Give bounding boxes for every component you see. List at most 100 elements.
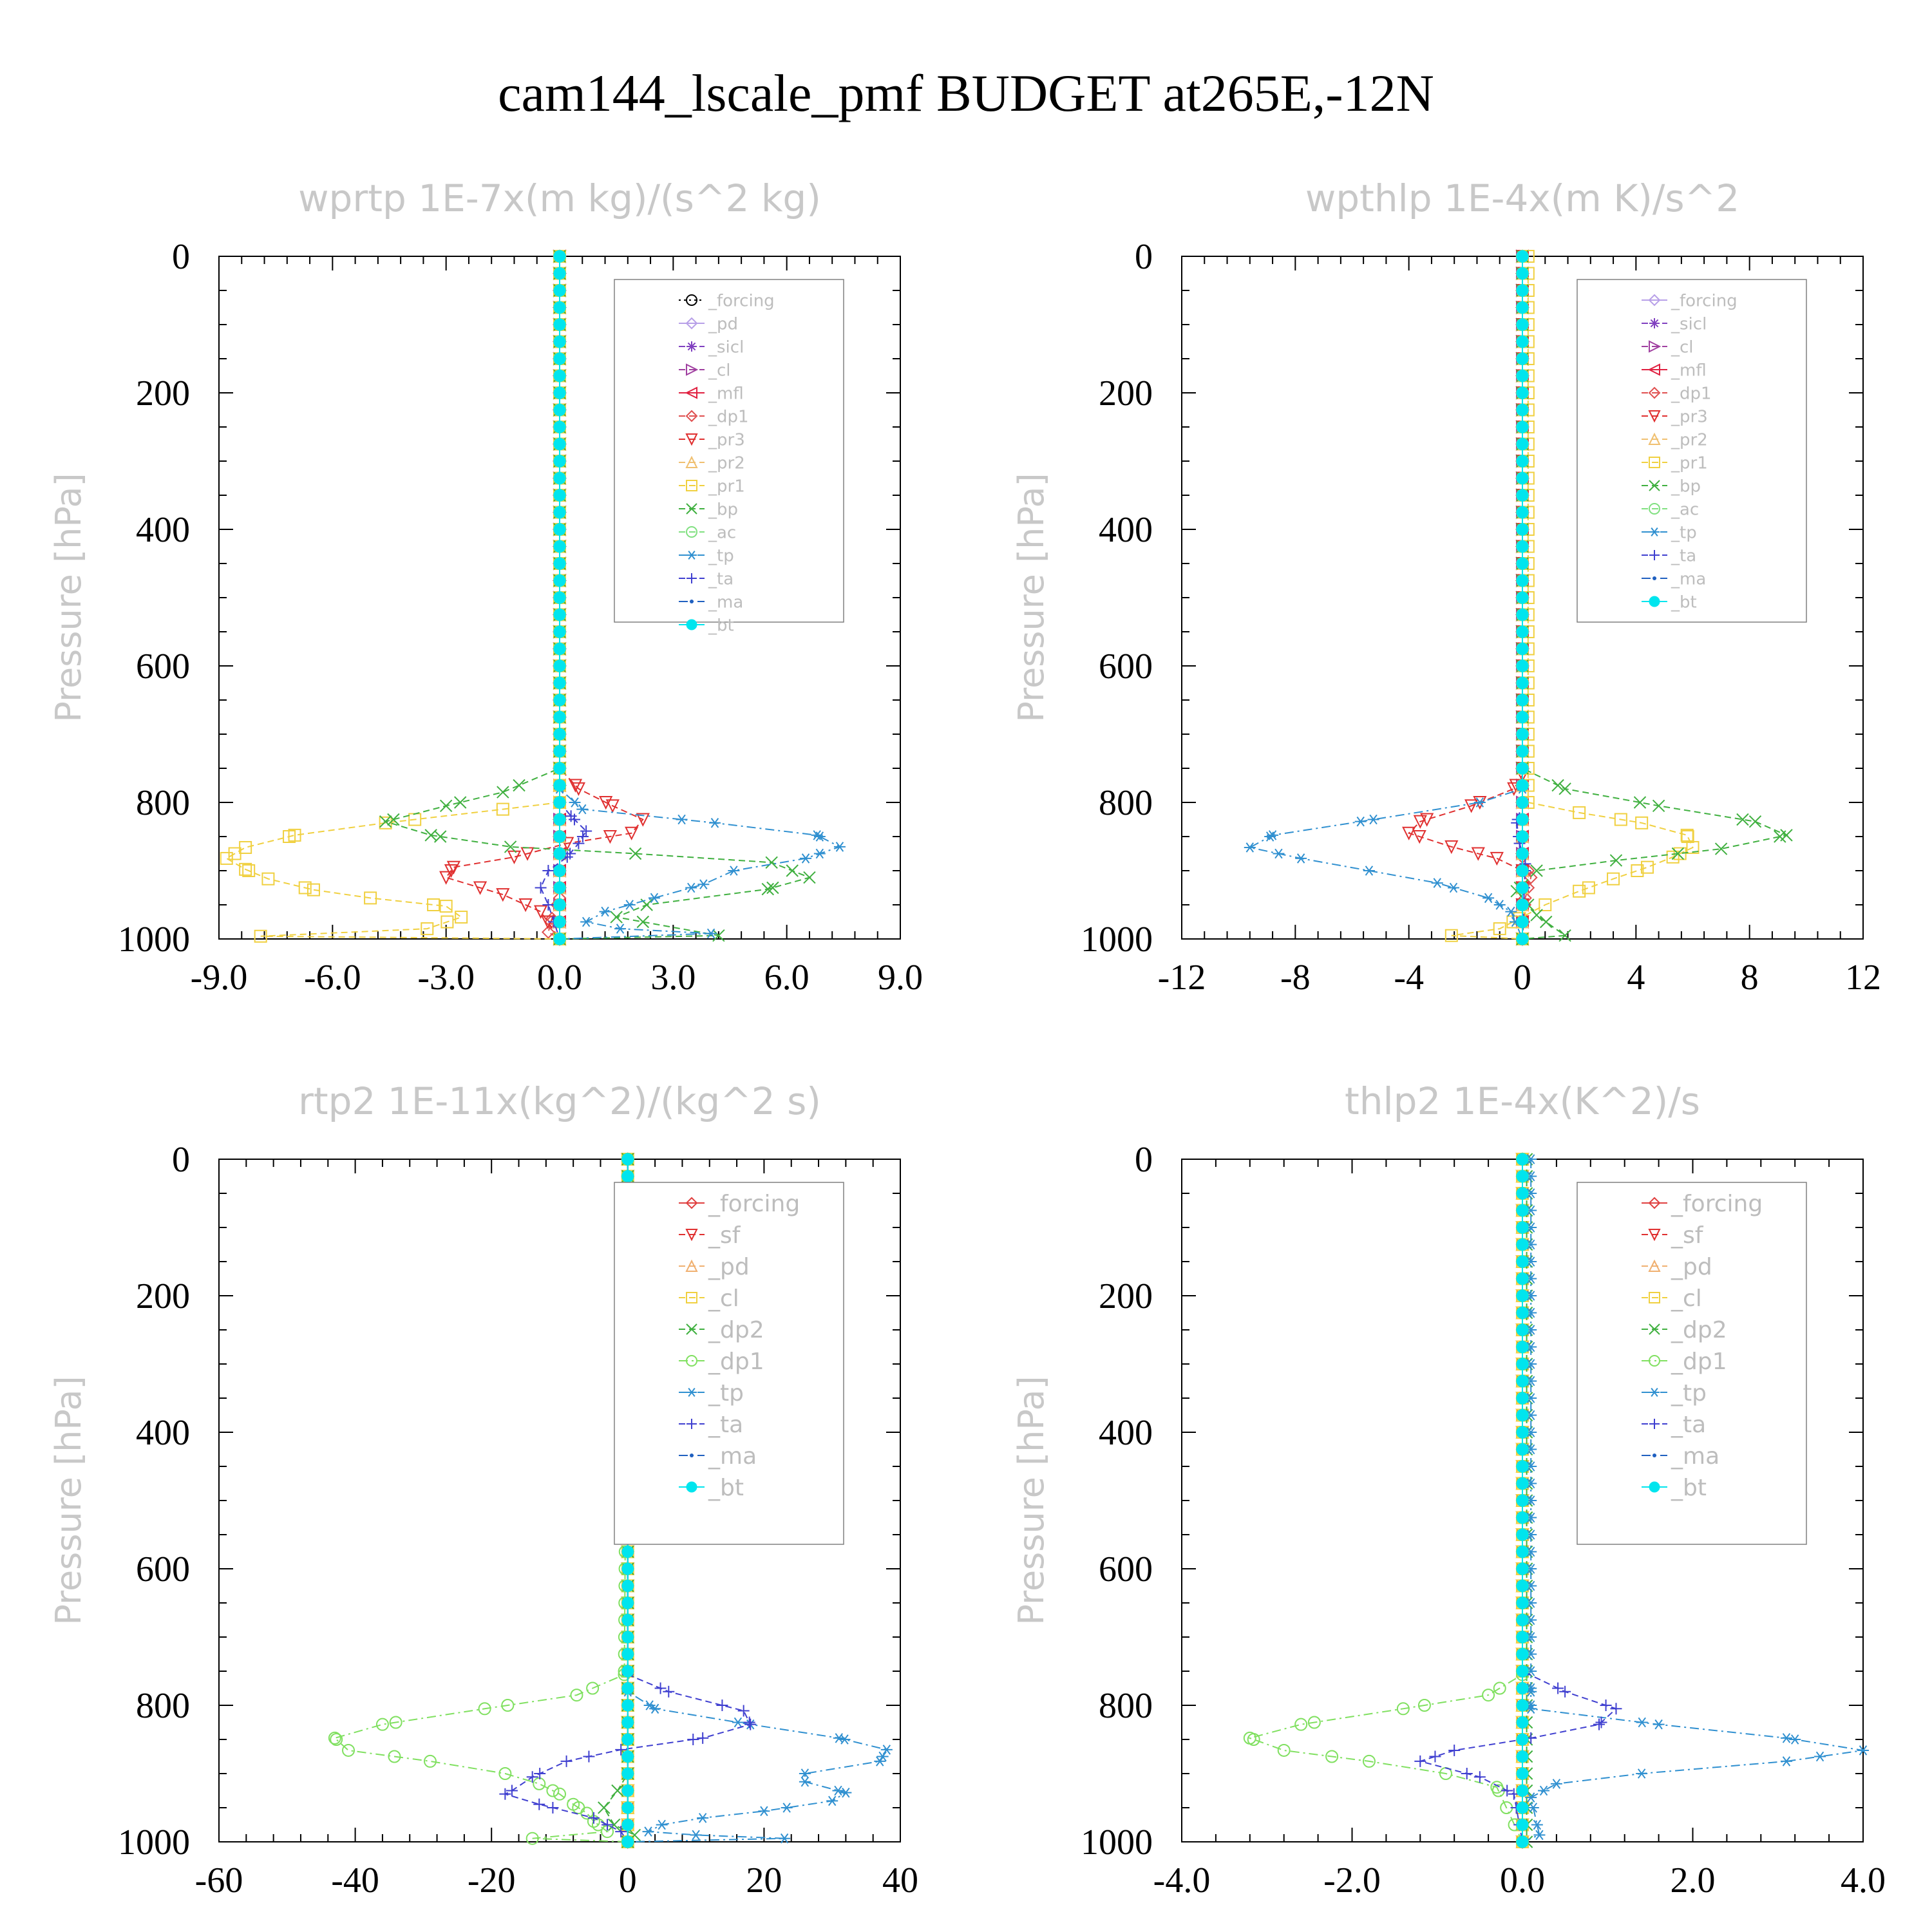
- data-point: [580, 916, 592, 927]
- data-point: [553, 421, 566, 433]
- data-point: [1649, 1419, 1660, 1429]
- legend-label: _bt: [1671, 1475, 1707, 1501]
- data-point: [1516, 352, 1529, 365]
- series-line: [540, 256, 587, 940]
- data-point: [1493, 922, 1506, 936]
- y-axis-label: Pressure [hPa]: [1011, 473, 1052, 722]
- data-point: [1671, 847, 1685, 860]
- data-point: [1516, 1546, 1529, 1558]
- data-point: [1647, 363, 1660, 376]
- data-point: [553, 609, 566, 621]
- data-point: [553, 267, 566, 279]
- data-point: [553, 711, 566, 723]
- data-point: [1780, 1756, 1792, 1766]
- legend-item: _cl: [679, 361, 731, 380]
- data-point: [439, 871, 453, 885]
- data-point: [342, 1743, 355, 1757]
- data-point: [1516, 1596, 1529, 1609]
- data-point: [1649, 1292, 1660, 1303]
- data-point: [621, 1750, 634, 1763]
- data-point: [1516, 659, 1529, 672]
- legend-label: _ac: [708, 523, 736, 542]
- legend-item: _bp: [679, 500, 738, 519]
- data-point: [570, 1689, 583, 1702]
- y-tick-label: 1000: [1081, 1823, 1153, 1862]
- data-point: [553, 318, 566, 331]
- data-point: [1516, 250, 1529, 263]
- data-point: [553, 301, 566, 314]
- data-point: [1516, 1477, 1529, 1490]
- data-point: [1516, 557, 1529, 570]
- data-point: [1516, 1835, 1529, 1848]
- data-point: [687, 551, 697, 560]
- data-point: [1648, 1259, 1661, 1272]
- data-point: [690, 1454, 694, 1457]
- series-line: [1247, 256, 1523, 940]
- y-axis-label: Pressure [hPa]: [1011, 1376, 1052, 1625]
- legend-item: _ma: [679, 592, 743, 612]
- data-point: [1516, 1801, 1529, 1814]
- data-point: [553, 677, 566, 689]
- x-tick-label: -6.0: [304, 958, 361, 998]
- data-point: [1748, 815, 1762, 828]
- data-point: [1516, 1648, 1529, 1660]
- data-point: [439, 900, 453, 913]
- legend-item: _pr2: [679, 453, 745, 473]
- data-point: [621, 1648, 634, 1660]
- x-tick-label: -12: [1158, 958, 1206, 998]
- data-point: [535, 882, 547, 894]
- data-point: [1516, 1494, 1529, 1507]
- x-tick-label: -2.0: [1323, 1861, 1381, 1900]
- data-point: [560, 1755, 573, 1767]
- legend-label: _pr2: [1671, 430, 1708, 450]
- legend-label: _mfl: [708, 384, 744, 403]
- legend-item: _sf: [1642, 1222, 1704, 1249]
- data-point: [553, 916, 566, 928]
- data-point: [1516, 506, 1529, 518]
- data-point: [737, 1705, 750, 1717]
- y-tick-label: 200: [1099, 374, 1153, 413]
- data-point: [1607, 872, 1620, 886]
- legend-label: _forcing: [1671, 291, 1738, 310]
- data-point: [781, 1803, 793, 1813]
- legend-item: _ac: [679, 523, 736, 542]
- x-tick-label: 8: [1741, 958, 1759, 998]
- legend-label: _pr2: [708, 453, 745, 473]
- legend-item: _cl: [1642, 337, 1694, 357]
- x-tick-label: 0: [1513, 958, 1531, 998]
- legend-label: _ta: [1671, 1412, 1706, 1438]
- data-point: [1516, 762, 1529, 775]
- data-point: [546, 1784, 560, 1797]
- y-tick-label: 0: [172, 237, 190, 277]
- data-point: [1550, 1779, 1562, 1789]
- series-line: [225, 256, 560, 940]
- data-point: [364, 891, 377, 905]
- data-point: [621, 1153, 634, 1166]
- data-point: [1516, 711, 1529, 723]
- data-point: [686, 503, 697, 515]
- legend-item: _pr1: [1642, 453, 1708, 473]
- data-point: [496, 802, 509, 816]
- data-point: [686, 526, 697, 538]
- data-point: [799, 1776, 811, 1787]
- data-point: [1648, 386, 1661, 399]
- data-point: [1516, 1819, 1529, 1831]
- y-tick-label: 600: [136, 647, 190, 687]
- data-point: [1653, 1719, 1665, 1730]
- data-point: [553, 284, 566, 297]
- data-point: [553, 336, 566, 348]
- legend-item: _dp2: [679, 1317, 764, 1343]
- data-point: [507, 850, 522, 865]
- data-point: [826, 1795, 838, 1806]
- data-point: [239, 862, 252, 876]
- data-point: [880, 1745, 893, 1755]
- data-point: [611, 1784, 624, 1797]
- data-point: [553, 813, 566, 826]
- data-point: [1414, 1755, 1426, 1767]
- data-point: [686, 1292, 697, 1303]
- data-point: [636, 915, 650, 929]
- legend-label: _forcing: [708, 291, 775, 310]
- data-point: [1516, 336, 1529, 348]
- x-tick-label: 6.0: [764, 958, 810, 998]
- legend-item: _bt: [1642, 1475, 1707, 1501]
